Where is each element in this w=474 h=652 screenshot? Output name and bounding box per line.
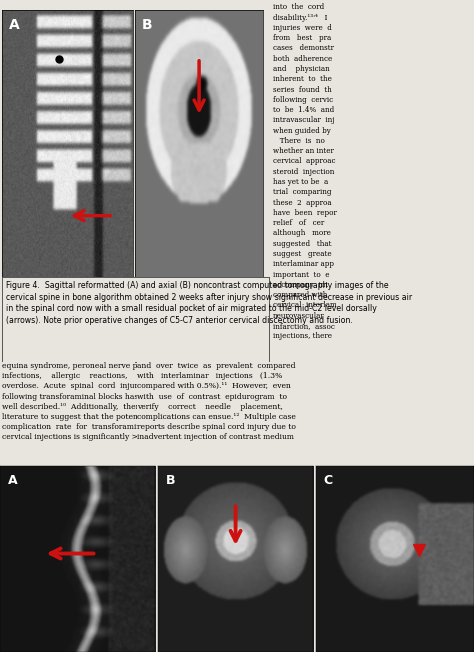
Text: B: B [165,473,175,486]
Text: B: B [141,18,152,32]
Text: A: A [8,473,18,486]
Text: and  over  twice  as  prevalent  compared
with   interlaminar   injections   (1.: and over twice as prevalent compared wit… [137,362,296,441]
Text: A: A [9,18,19,32]
Text: C: C [324,473,333,486]
Text: into  the  cord
disability.¹³'⁴   I
injuries  were  d
from   best   pra
cases   : into the cord disability.¹³'⁴ I injuries… [273,3,337,340]
Text: Figure 4.  Sagittal reformatted (A) and axial (B) noncontrast computed tomograph: Figure 4. Sagittal reformatted (A) and a… [6,282,412,325]
Text: equina syndrome, peroneal nerve paresis,
infections,    allergic    reactions,  : equina syndrome, peroneal nerve paresis,… [2,362,163,441]
